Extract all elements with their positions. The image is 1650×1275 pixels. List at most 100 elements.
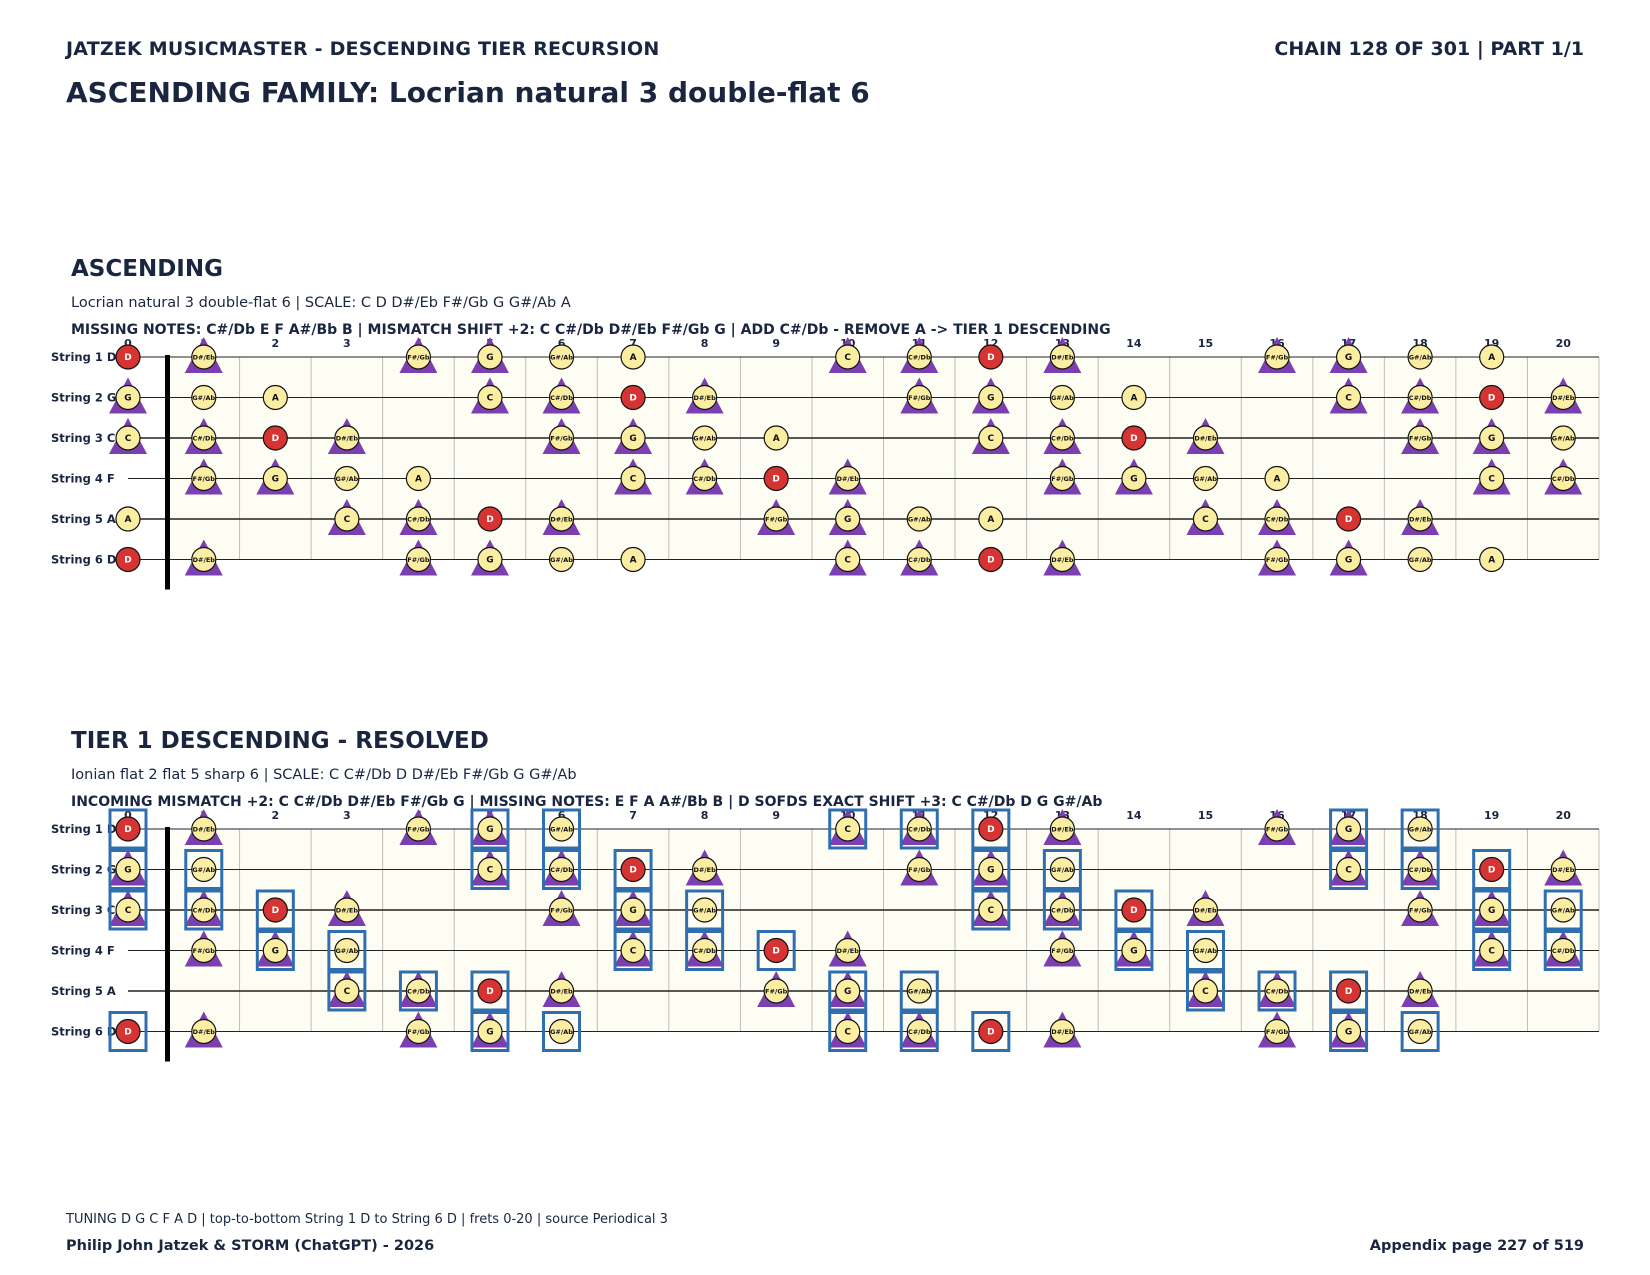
root-note-marker (1479, 856, 1505, 883)
fret-note: G (255, 930, 295, 971)
fret-note: D#/Eb (542, 499, 581, 535)
note-marker (334, 506, 360, 532)
note-label: C#/Db (550, 866, 573, 874)
note-label: C (344, 987, 351, 997)
note-marker (405, 506, 432, 532)
note-marker (1049, 344, 1075, 370)
string-label: String 1 D (51, 822, 116, 836)
shift-box (1543, 930, 1583, 971)
shift-box (1472, 930, 1512, 971)
fret-note: A (1121, 384, 1147, 411)
fret-note: D (115, 546, 141, 573)
note-label: D (1345, 987, 1352, 997)
note-label: G#/Ab (550, 1028, 573, 1036)
fret-note: F#/Gb (399, 1011, 438, 1048)
fret-note: G#/Ab (542, 808, 582, 850)
root-note-marker (1335, 978, 1362, 1004)
shift-box (613, 930, 653, 971)
note-label: D#/Eb (1194, 906, 1217, 914)
fret-note: G (971, 849, 1011, 890)
fret-note: D (1335, 506, 1362, 532)
note-label: D#/Eb (550, 987, 573, 995)
shift-box (542, 849, 582, 890)
note-marker (1335, 546, 1362, 573)
footer-credit: Philip John Jatzek & STORM (ChatGPT) - 2… (66, 1238, 435, 1254)
note-label: G (1345, 353, 1352, 363)
shift-box (971, 849, 1011, 890)
fret-note: D#/Eb (184, 539, 223, 576)
note-label: F#/Gb (1266, 825, 1289, 833)
note-marker (835, 465, 861, 492)
fret-note: G (1472, 418, 1511, 454)
note-label: C (125, 434, 132, 444)
fret-note: G#/Ab (685, 889, 725, 931)
note-marker (548, 506, 575, 532)
note-label: G (987, 394, 994, 404)
root-note-marker (978, 546, 1004, 573)
fret-note: A (1264, 465, 1290, 492)
fret-note: D#/Eb (184, 1011, 223, 1048)
fret-number: 0 (124, 809, 132, 822)
note-marker (191, 546, 217, 573)
note-marker (978, 384, 1004, 411)
note-marker (1049, 937, 1075, 964)
note-label: D#/Eb (1051, 556, 1074, 564)
note-label: G#/Ab (1409, 1028, 1432, 1036)
root-note-marker (1335, 506, 1362, 532)
note-marker (1121, 384, 1147, 411)
fret-note: C#/Db (399, 499, 438, 535)
note-label: D#/Eb (1552, 394, 1575, 402)
fret-note: F#/Gb (757, 971, 796, 1007)
fret-note: G (1329, 808, 1369, 850)
fret-note: G#/Ab (1042, 849, 1082, 890)
fret-number: 8 (701, 809, 709, 822)
note-label: C (630, 475, 637, 485)
fret-number: 2 (271, 337, 279, 350)
note-label: C (988, 906, 995, 916)
note-label: D#/Eb (1409, 987, 1432, 995)
note-marker (1479, 344, 1505, 370)
fret-note: C (327, 970, 367, 1012)
note-label: C#/Db (192, 434, 215, 442)
string-label: String 3 C (51, 903, 115, 917)
page-title: ASCENDING FAMILY: Locrian natural 3 doub… (66, 76, 870, 109)
note-label: G (844, 987, 851, 997)
note-label: F#/Gb (908, 394, 931, 402)
fret-note: G#/Ab (906, 506, 932, 532)
note-marker (620, 465, 646, 492)
note-marker (1192, 978, 1219, 1004)
fret-note: D (1114, 889, 1154, 931)
fret-note: A (620, 546, 646, 573)
root-note-marker (1479, 384, 1505, 411)
note-marker (405, 465, 432, 492)
fret-note: F#/Gb (1401, 890, 1440, 926)
section-tier1-title: TIER 1 DESCENDING - RESOLVED (71, 728, 489, 754)
note-label: F#/Gb (1266, 556, 1289, 564)
section-ascending-subtitle: Locrian natural 3 double-flat 6 | SCALE:… (71, 295, 571, 311)
fret-note: G (1329, 337, 1368, 373)
fret-note: D#/Eb (685, 377, 724, 414)
shift-box (1543, 889, 1583, 931)
note-label: A (773, 434, 780, 444)
fret-note: C#/Db (899, 808, 939, 850)
note-marker (1407, 506, 1433, 532)
fret-note: G (1114, 458, 1153, 495)
note-label: C (844, 825, 851, 835)
note-label: D#/Eb (693, 866, 716, 874)
note-label: A (630, 353, 637, 363)
string-label: String 5 A (51, 984, 116, 998)
fret-number: 20 (1556, 809, 1572, 822)
fret-note: C#/Db (1544, 458, 1583, 495)
note-label: G#/Ab (550, 825, 573, 833)
note-label: C (1345, 394, 1352, 404)
note-marker (548, 344, 575, 370)
note-label: G (1488, 434, 1495, 444)
note-marker (1479, 937, 1505, 964)
note-label: C#/Db (908, 556, 931, 564)
fret-note: C#/Db (1042, 889, 1082, 931)
note-label: G#/Ab (1552, 906, 1575, 914)
fret-note: D (108, 808, 148, 850)
root-note-marker (620, 856, 646, 883)
note-marker (548, 425, 575, 451)
fret-note: C (1329, 377, 1368, 414)
